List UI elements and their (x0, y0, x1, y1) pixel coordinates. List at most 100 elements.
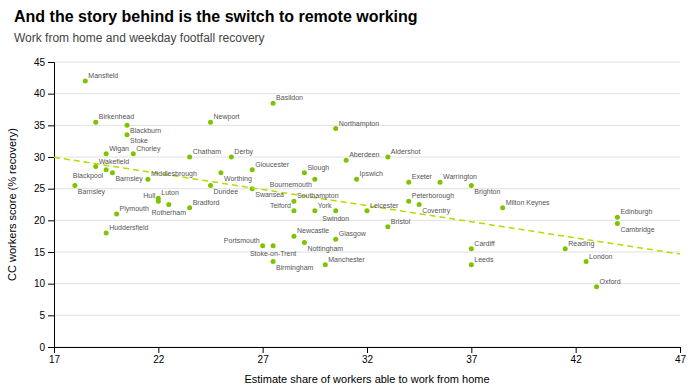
subtitle: Work from home and weekday footfall reco… (14, 31, 265, 45)
tick-mark (48, 220, 54, 221)
tick-mark (48, 252, 54, 253)
tick-mark (367, 347, 368, 353)
point-label: Chatham (193, 148, 222, 155)
point (250, 167, 255, 172)
point (563, 246, 568, 251)
point (93, 164, 98, 169)
tick: 5 (39, 310, 54, 321)
tick: 15 (34, 247, 54, 258)
point-label: Glasgow (339, 230, 367, 238)
point (406, 180, 411, 185)
tick: 42 (571, 347, 583, 365)
point-label: Cardiff (474, 240, 495, 247)
tick-label: 37 (466, 354, 478, 365)
x-axis-title: Estimate share of workers able to work f… (244, 373, 489, 385)
point (333, 208, 338, 213)
axis-line (55, 348, 681, 354)
tick-label: 20 (34, 215, 46, 226)
point-label: Chorley (136, 145, 161, 153)
point-label: Bristol (391, 218, 411, 225)
tick-mark (48, 347, 54, 348)
point-label: Manchester (328, 256, 365, 263)
point-label: Hull (143, 192, 156, 199)
point-label: Basildon (276, 94, 303, 101)
tick: 20 (34, 215, 54, 226)
tick: 37 (466, 347, 478, 365)
point (323, 262, 328, 267)
point (344, 158, 349, 163)
tick-mark (471, 347, 472, 353)
tick: 32 (362, 347, 374, 365)
tick: 35 (34, 120, 54, 131)
point-label: Stoke (130, 137, 148, 144)
grid-line (54, 252, 680, 253)
point-label: Barnsley (78, 188, 106, 196)
point (131, 151, 136, 156)
point (469, 183, 474, 188)
tick-label: 35 (34, 120, 46, 131)
tick: 45 (34, 57, 54, 68)
point (125, 123, 130, 128)
point (385, 224, 390, 229)
tick-label: 22 (153, 354, 165, 365)
point (208, 120, 213, 125)
point-label: Coventry (422, 207, 451, 215)
point-label: York (318, 202, 332, 209)
tick-mark (48, 157, 54, 158)
point-label: Cambridge (620, 226, 654, 234)
point (365, 208, 370, 213)
point (354, 177, 359, 182)
point (104, 151, 109, 156)
point-label: Brighton (474, 188, 500, 196)
tick: 47 (675, 347, 687, 365)
tick: 30 (34, 152, 54, 163)
tick: 40 (34, 88, 54, 99)
point-label: Warrington (443, 173, 477, 181)
tick-mark (680, 347, 681, 353)
axis-line (48, 63, 55, 348)
point-label: Peterborough (412, 192, 455, 200)
tick: 10 (34, 278, 54, 289)
tick-label: 27 (258, 354, 270, 365)
point-label: Portsmouth (224, 237, 260, 244)
tick-mark (48, 189, 54, 190)
point-label: Mansfield (88, 72, 118, 79)
point-label: Southampton (297, 192, 339, 200)
tick-label: 32 (362, 354, 374, 365)
point-label: Stoke-on-Trent (250, 250, 296, 257)
point (187, 205, 192, 210)
point (271, 259, 276, 264)
point (333, 237, 338, 242)
point (114, 212, 119, 217)
point (93, 120, 98, 125)
point-label: Derby (234, 148, 253, 156)
point-label: Leicester (370, 202, 399, 209)
point-label: Milton Keynes (506, 199, 550, 207)
grid-line (54, 315, 680, 316)
point (291, 199, 296, 204)
tick-mark (48, 315, 54, 316)
point-label: Wigan (109, 145, 129, 153)
point (302, 240, 307, 245)
point (385, 155, 390, 160)
point (406, 199, 411, 204)
point-label: London (589, 253, 612, 260)
tick-label: 0 (39, 342, 45, 353)
point-label: Huddersfield (109, 224, 148, 231)
point (166, 202, 171, 207)
point (594, 284, 599, 289)
tick-mark (48, 284, 54, 285)
point (104, 167, 109, 172)
point-label: Gloucester (255, 161, 290, 168)
point-label: Newport (214, 113, 240, 121)
point-label: Blackpool (73, 172, 104, 180)
point (291, 208, 296, 213)
point (438, 180, 443, 185)
tick: 27 (258, 347, 270, 365)
tick-mark (576, 347, 577, 353)
point-label: Nottingham (307, 245, 343, 253)
point-label: Exeter (412, 173, 433, 180)
point-label: Dundee (214, 188, 239, 195)
grid (54, 62, 680, 347)
point (333, 126, 338, 131)
